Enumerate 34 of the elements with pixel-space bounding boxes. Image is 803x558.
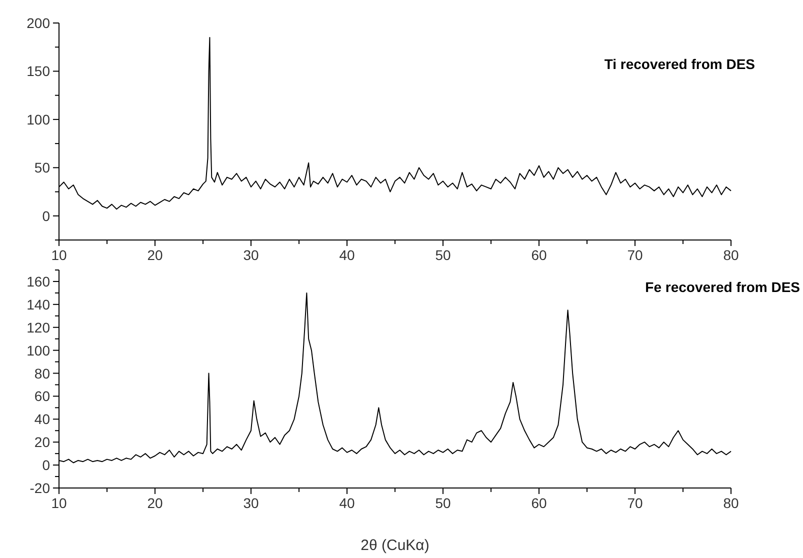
x-tick-label: 40 <box>339 495 355 511</box>
x-tick-label: 80 <box>723 247 739 263</box>
y-tick-label: -20 <box>30 480 50 496</box>
y-tick-label: 150 <box>26 63 50 80</box>
x-tick-label: 10 <box>51 495 67 511</box>
x-tick-label: 30 <box>243 495 259 511</box>
x-tick-label: 60 <box>531 247 547 263</box>
x-tick-label: 60 <box>531 495 547 511</box>
x-tick-label: 70 <box>627 495 643 511</box>
text: Fe recovered from DES <box>645 279 800 295</box>
y-tick-label: 50 <box>34 160 50 176</box>
y-tick-label: 100 <box>26 342 50 358</box>
y-tick-label: 120 <box>26 319 50 336</box>
y-tick-label: 20 <box>34 434 50 450</box>
y-tick-label: 200 <box>26 15 50 31</box>
x-tick-label: 70 <box>627 247 643 263</box>
x-tick-label: 50 <box>435 247 451 263</box>
y-tick-label: 140 <box>26 296 50 312</box>
x-tick-label: 30 <box>243 247 259 263</box>
y-tick-label: 80 <box>34 365 50 382</box>
x-tick-label: 20 <box>147 247 163 263</box>
y-tick-label: 100 <box>26 111 50 128</box>
x-tick-label: 80 <box>723 495 739 511</box>
x-tick-label: 40 <box>339 247 355 263</box>
x-axis-title: 2θ (CuKα) <box>360 537 430 554</box>
y-tick-label: 0 <box>42 457 50 474</box>
y-tick-label: 40 <box>34 411 50 428</box>
x-tick-label: 20 <box>147 495 163 511</box>
text: Ti recovered from DES <box>604 56 755 72</box>
x-tick-label: 10 <box>51 247 67 263</box>
y-tick-label: 160 <box>26 273 50 290</box>
y-tick-label: 60 <box>34 388 50 404</box>
y-tick-label: 0 <box>42 208 50 224</box>
x-tick-label: 50 <box>435 495 451 511</box>
